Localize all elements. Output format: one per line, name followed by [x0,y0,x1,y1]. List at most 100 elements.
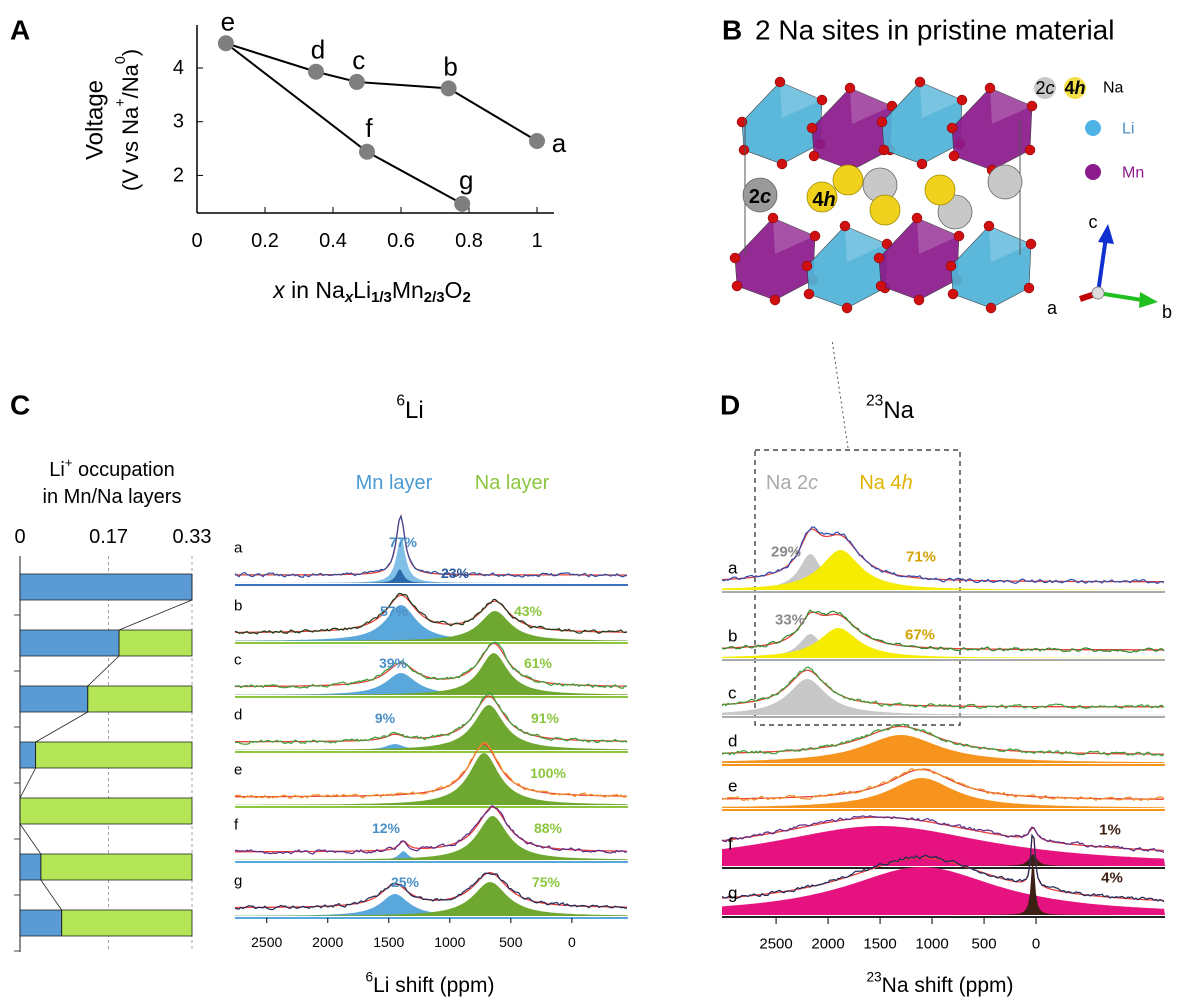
fraction-label: 4% [1101,870,1123,887]
text-part: 0 [113,56,129,64]
spectrum [721,526,1165,584]
site-label: 4h [812,189,835,211]
oxygen [875,280,887,292]
bar [19,909,63,937]
text-part: Na 4 [859,472,901,494]
x-tick-label: 0.33 [173,526,212,548]
oxygen [1026,100,1038,112]
panel-label: A [10,15,30,46]
row-label: d [728,732,737,751]
text-part: h [902,472,913,494]
text-part: in Na [285,277,345,303]
point-label: e [221,6,235,36]
text-part: 23 [866,969,881,984]
y-axis-label: (V vs Na+/Na0) [113,49,142,191]
spectrum [721,815,1165,853]
spectra-title: 6Li [396,392,423,424]
fraction-label: 25% [391,874,420,890]
text-part: x [344,288,354,305]
site-header: Na 4h [859,472,912,494]
oxygen [953,230,965,242]
oxygen [801,260,813,272]
bar [61,909,193,937]
axis-label: a [1047,298,1058,318]
oxygen [1025,238,1037,250]
legend-label: Li [1122,121,1134,138]
connector [831,339,849,449]
point-label: a [552,128,567,158]
legend-label: Mn [1122,165,1144,182]
row-label: d [234,707,242,724]
peak-fill [722,679,1165,715]
row-label: a [728,559,738,578]
bar [87,685,193,713]
text-part: 6 [366,969,374,984]
text-part: Mn [392,277,424,303]
oxygen [774,76,786,88]
oxygen [985,302,997,314]
spectra-title: 23Na [866,392,915,424]
bar [19,797,193,825]
fit-line [235,642,628,688]
octahedron-face [989,226,1031,262]
text-part: Li [405,397,424,424]
spectrum [721,666,1165,710]
x-tick-label: 0.17 [89,526,128,548]
oxygen [769,294,781,306]
peak-fill [722,867,1165,915]
chart-title: Li+ occupation [49,455,174,482]
oxygen [806,122,818,134]
oxygen [984,82,996,94]
site-header: Na 2c [766,472,818,494]
oxygen [876,116,888,128]
text-part: Li [353,277,371,303]
x-tick-label: 0.6 [387,230,415,252]
y-axis-label: Voltage [82,80,109,160]
text-part: c [1046,78,1055,98]
x-tick-label: 1500 [863,936,896,953]
na-4h [806,181,838,213]
text-part: 4 [812,189,824,211]
text-part: + [113,98,129,106]
point-label: g [459,165,473,195]
oxygen [803,288,815,300]
oxygen [873,252,885,264]
spectrum [234,872,628,911]
legend-label: Na [1103,80,1124,97]
oxygen [956,94,968,106]
x-tick-label: 0.4 [319,230,347,252]
oxygen [729,252,741,264]
row-label: c [234,652,242,669]
bar [19,853,42,881]
point [529,133,545,150]
panel-label: B [722,15,742,46]
trend-line [19,574,193,936]
oxygen [1024,144,1036,156]
spectrum [234,641,628,690]
fraction-label: 12% [372,820,401,836]
fraction-label: 1% [1099,822,1121,839]
octahedron-face [850,88,892,124]
x-axis-label: 6Li shift (ppm) [366,969,495,996]
arrow [1139,292,1158,308]
fraction-label: 75% [532,874,561,890]
bar [19,741,37,769]
fraction-label: 71% [906,549,936,566]
x-tick-label: 0.2 [251,230,279,252]
peak-fill [722,735,1165,763]
point-label: d [311,35,325,65]
oxygen [841,302,853,314]
text-part: h [823,189,835,211]
x-tick-label: 0 [568,934,576,950]
x-tick-label: 0 [1032,936,1040,953]
text-part: c [760,186,771,208]
na-4h [924,174,956,206]
x-tick-label: 1500 [373,934,404,950]
na-4h [832,164,864,196]
row-label: e [728,777,737,796]
x-tick-label: 1000 [915,936,948,953]
fraction-label: 61% [524,655,553,671]
text-part: Na shift (ppm) [882,974,1014,997]
point-label: f [365,113,373,143]
